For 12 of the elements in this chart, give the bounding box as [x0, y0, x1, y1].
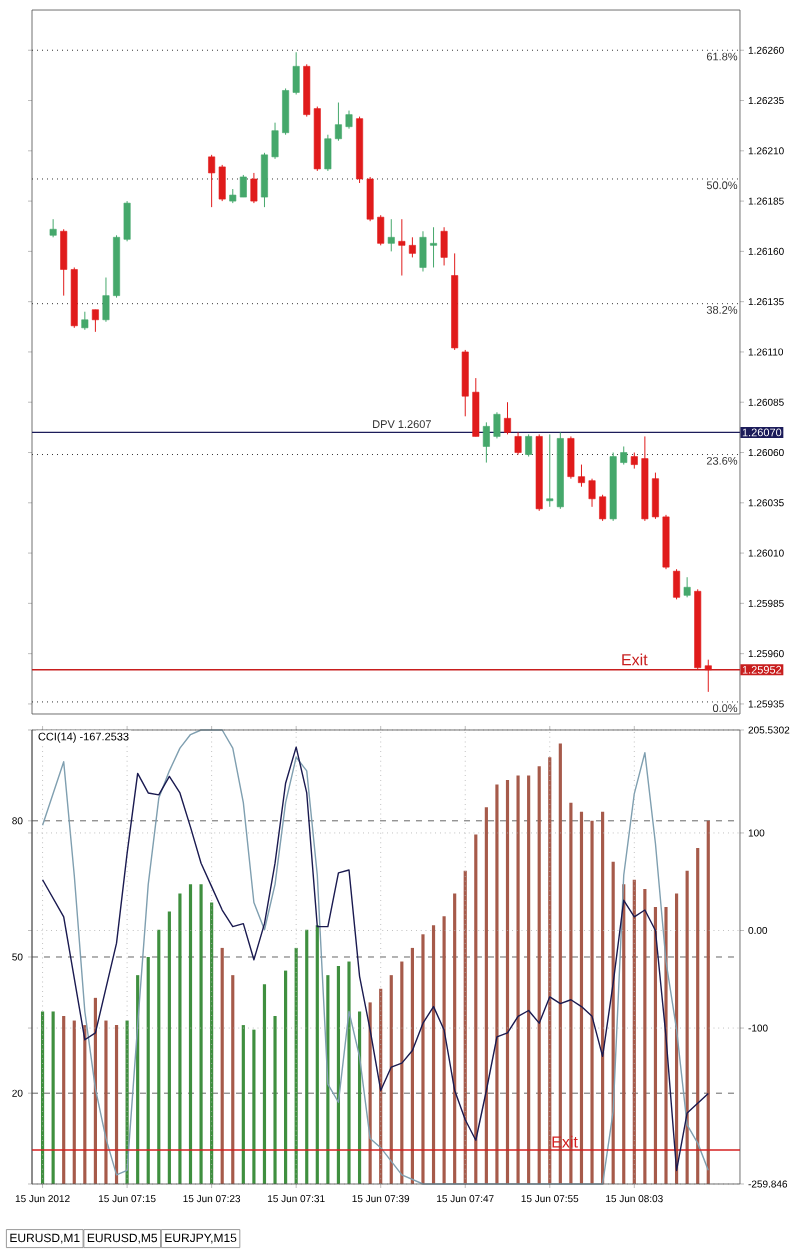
- candlestick: [673, 568, 681, 600]
- candlestick: [81, 311, 89, 331]
- candlestick: [683, 576, 691, 598]
- candlestick: [91, 309, 99, 333]
- candlestick: [440, 226, 448, 266]
- candlestick: [514, 431, 522, 456]
- annotation: Exit: [622, 653, 648, 666]
- candlestick: [49, 218, 57, 238]
- candlestick: [525, 433, 533, 458]
- candlestick: [250, 172, 258, 204]
- candlestick: [504, 401, 511, 435]
- candlestick: [387, 218, 395, 252]
